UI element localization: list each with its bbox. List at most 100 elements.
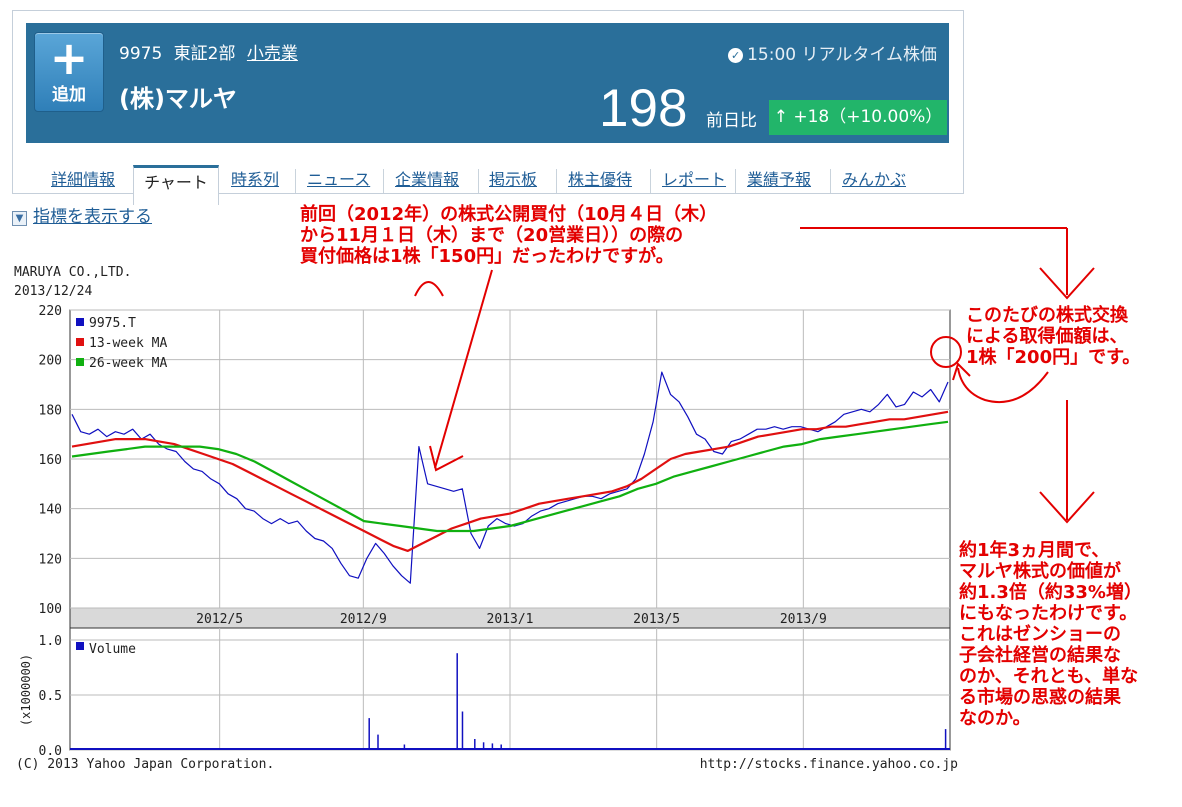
ma26-line <box>71 420 949 533</box>
annotation-line: マルヤ株式の価値が <box>959 561 1121 582</box>
volume-tick-label: 0.5 <box>39 689 62 704</box>
company-name: (株)マルヤ <box>119 85 237 113</box>
ma13-line <box>71 410 949 553</box>
volume-unit-label: (x1000000) <box>19 654 33 726</box>
annotation-line: 1株「200円」です。 <box>966 347 1141 368</box>
volume-tick-label: 0.0 <box>39 744 62 759</box>
y-tick-label: 120 <box>39 552 62 567</box>
volume-tick-label: 1.0 <box>39 634 62 649</box>
annotation-line: 約1年3ヵ月間で、 <box>959 540 1110 561</box>
tab-separator <box>650 169 651 193</box>
tab-separator <box>383 169 384 193</box>
chart-date: 2013/12/24 <box>14 284 92 299</box>
x-tick-label: 2013/5 <box>633 612 680 627</box>
realtime-text: 15:00 リアルタイム株価 <box>747 45 937 65</box>
legend-label-price: 9975.T <box>89 316 136 331</box>
x-tick-label: 2012/9 <box>340 612 387 627</box>
arrow-head <box>1039 267 1095 300</box>
stock-code-line: 9975 東証2部 小売業 <box>119 39 304 64</box>
tab-separator <box>295 169 296 193</box>
tab-company-info[interactable]: 企業情報 <box>395 170 460 189</box>
tab-bar: 詳細情報 チャート 時系列 ニュース 企業情報 掲示板 株主優待 レポート 業績… <box>26 161 961 205</box>
stock-header-panel: + 追加 9975 東証2部 小売業 (株)マルヤ ✓ 15:00 リアルタイム株… <box>12 10 964 205</box>
tab-board[interactable]: 掲示板 <box>489 170 538 189</box>
realtime-label: ✓ 15:00 リアルタイム株価 <box>728 40 937 65</box>
price-y-ticks: 220 200 180 160 140 120 100 <box>39 304 62 617</box>
tab-separator <box>735 169 736 193</box>
show-indicator-text: 指標を表示する <box>33 207 152 227</box>
price-series <box>71 371 949 584</box>
tab-separator <box>830 169 831 193</box>
annotation-circle <box>930 336 962 368</box>
y-tick-label: 160 <box>39 453 62 468</box>
annotation-line: このたびの株式交換 <box>966 305 1128 326</box>
tab-separator <box>478 169 479 193</box>
y-tick-label: 140 <box>39 503 62 518</box>
legend-label-ma13: 13-week MA <box>89 336 167 351</box>
annotation-bracket <box>414 281 444 297</box>
stock-code: 9975 <box>119 44 163 64</box>
add-watchlist-button[interactable]: + 追加 <box>34 32 104 112</box>
x-tick-label: 2013/9 <box>780 612 827 627</box>
annotation-arrows <box>414 227 1095 524</box>
legend-label-volume: Volume <box>89 642 136 657</box>
arrow-head <box>1039 491 1095 524</box>
arrow-head <box>952 362 971 381</box>
clock-icon: ✓ <box>728 48 744 63</box>
tab-shareholder-benefits[interactable]: 株主優待 <box>568 170 633 189</box>
price-change-badge: ↑ +18（+10.00%） <box>769 100 947 135</box>
plus-icon: + <box>49 31 89 85</box>
tab-chart[interactable]: チャート <box>133 165 219 205</box>
annotation-line: にもなったわけです。 <box>959 603 1138 624</box>
annotation-line: なのか。 <box>959 708 1031 729</box>
y-tick-label: 220 <box>39 304 62 319</box>
tab-forecast[interactable]: 業績予報 <box>747 170 812 189</box>
annotation-line: から11月１日（木）まで（20営業日））の際の <box>300 225 684 246</box>
stock-banner: + 追加 9975 東証2部 小売業 (株)マルヤ ✓ 15:00 リアルタイム株… <box>26 23 949 143</box>
sector-link[interactable]: 小売業 <box>246 44 298 64</box>
date-x-ticks: 2012/5 2012/9 2013/1 2013/5 2013/9 <box>196 612 827 627</box>
tab-separator <box>556 169 557 193</box>
annotation-line: 子会社経営の結果な <box>959 645 1121 666</box>
expand-icon: ▼ <box>12 211 27 226</box>
annotation-line: 約1.3倍（約33%増） <box>959 582 1142 603</box>
prev-day-label: 前日比 <box>706 111 757 131</box>
arrow-curve <box>957 367 1049 404</box>
add-button-label: 追加 <box>52 85 86 105</box>
source-url: http://stocks.finance.yahoo.co.jp <box>700 757 958 772</box>
show-indicator-link[interactable]: ▼ 指標を表示する <box>12 202 152 227</box>
market-name: 東証2部 <box>173 44 236 64</box>
volume-y-ticks: 1.0 0.5 0.0 <box>39 634 62 759</box>
annotation-line: のか、それとも、単な <box>959 666 1139 687</box>
tab-details[interactable]: 詳細情報 <box>51 170 116 189</box>
price-line <box>71 371 949 584</box>
legend-label-ma26: 26-week MA <box>89 356 167 371</box>
annotation-exchange: このたびの株式交換 による取得価額は、 1株「200円」です。 <box>966 305 1140 368</box>
legend-swatch-price <box>76 318 84 326</box>
annotation-line: による取得価額は、 <box>966 326 1128 347</box>
tab-report[interactable]: レポート <box>662 170 727 189</box>
legend-swatch-ma13 <box>76 338 84 346</box>
y-tick-label: 100 <box>39 602 62 617</box>
annotation-line: これはゼンショーの <box>959 624 1121 645</box>
arrow-to-tob <box>434 269 493 469</box>
annotation-line: 買付価格は1株「150円」だったわけですが。 <box>300 246 674 267</box>
tab-timeseries[interactable]: 時系列 <box>231 170 280 189</box>
annotation-line: る市場の思惑の結果 <box>959 687 1121 708</box>
y-tick-label: 180 <box>39 403 62 418</box>
y-tick-label: 200 <box>39 354 62 369</box>
annotation-summary: 約1年3ヵ月間で、 マルヤ株式の価値が 約1.3倍（約33%増） にもなったわけ… <box>959 540 1142 729</box>
x-tick-label: 2013/1 <box>487 612 534 627</box>
chart-company: MARUYA CO.,LTD. <box>14 265 131 280</box>
legend-swatch-ma26 <box>76 358 84 366</box>
copyright-text: (C) 2013 Yahoo Japan Corporation. <box>16 757 274 772</box>
annotation-tob: 前回（2012年）の株式公開買付（10月４日（木） から11月１日（木）まで（2… <box>300 204 717 267</box>
arrow-head <box>429 445 464 472</box>
x-tick-label: 2012/5 <box>196 612 243 627</box>
tab-news[interactable]: ニュース <box>307 170 371 189</box>
tab-minkabu[interactable]: みんかぶ <box>842 170 907 189</box>
annotation-line: 前回（2012年）の株式公開買付（10月４日（木） <box>300 204 718 225</box>
legend-swatch-volume <box>76 642 84 650</box>
volume-bars <box>70 653 950 750</box>
